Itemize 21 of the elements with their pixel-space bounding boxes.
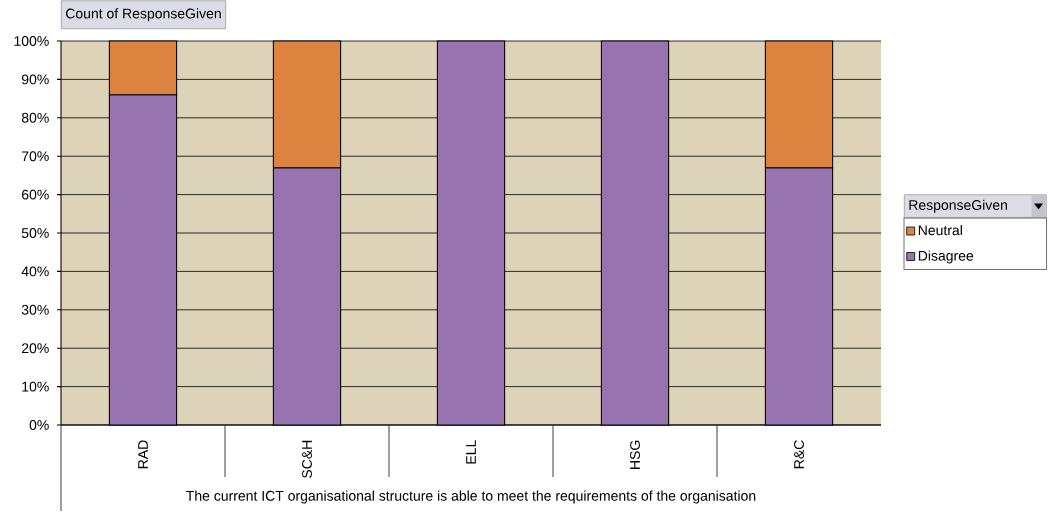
x-tick-label: SC&H [302,440,312,478]
y-tick-label: 60% [21,189,49,200]
y-tick-label: 20% [21,343,49,354]
x-tick-label: R&C [794,440,804,469]
y-tick-label: 30% [21,304,49,315]
y-tick-label: 100% [14,36,49,46]
chart-title: Count of ResponseGiven [65,8,221,22]
x-tick-label: RAD [138,440,148,469]
y-tick-label: 80% [21,112,49,123]
y-tick-label: 10% [22,381,49,392]
x-tick-label: ELL [466,440,476,464]
y-tick-label: 90% [21,74,49,85]
legend-label: Disagree [918,250,974,264]
x-axis-title: The current ICT organisational structure is able to meet the requirements of the organisation [186,490,756,504]
y-tick-label: 50% [21,228,49,238]
legend-title: ResponseGiven [909,199,1007,213]
y-tick-label: 70% [21,151,49,162]
y-tick-label: 0% [29,420,49,430]
y-tick-label: 40% [21,266,49,277]
legend-label: Neutral [918,224,962,236]
x-tick-label: HSG [630,440,640,469]
